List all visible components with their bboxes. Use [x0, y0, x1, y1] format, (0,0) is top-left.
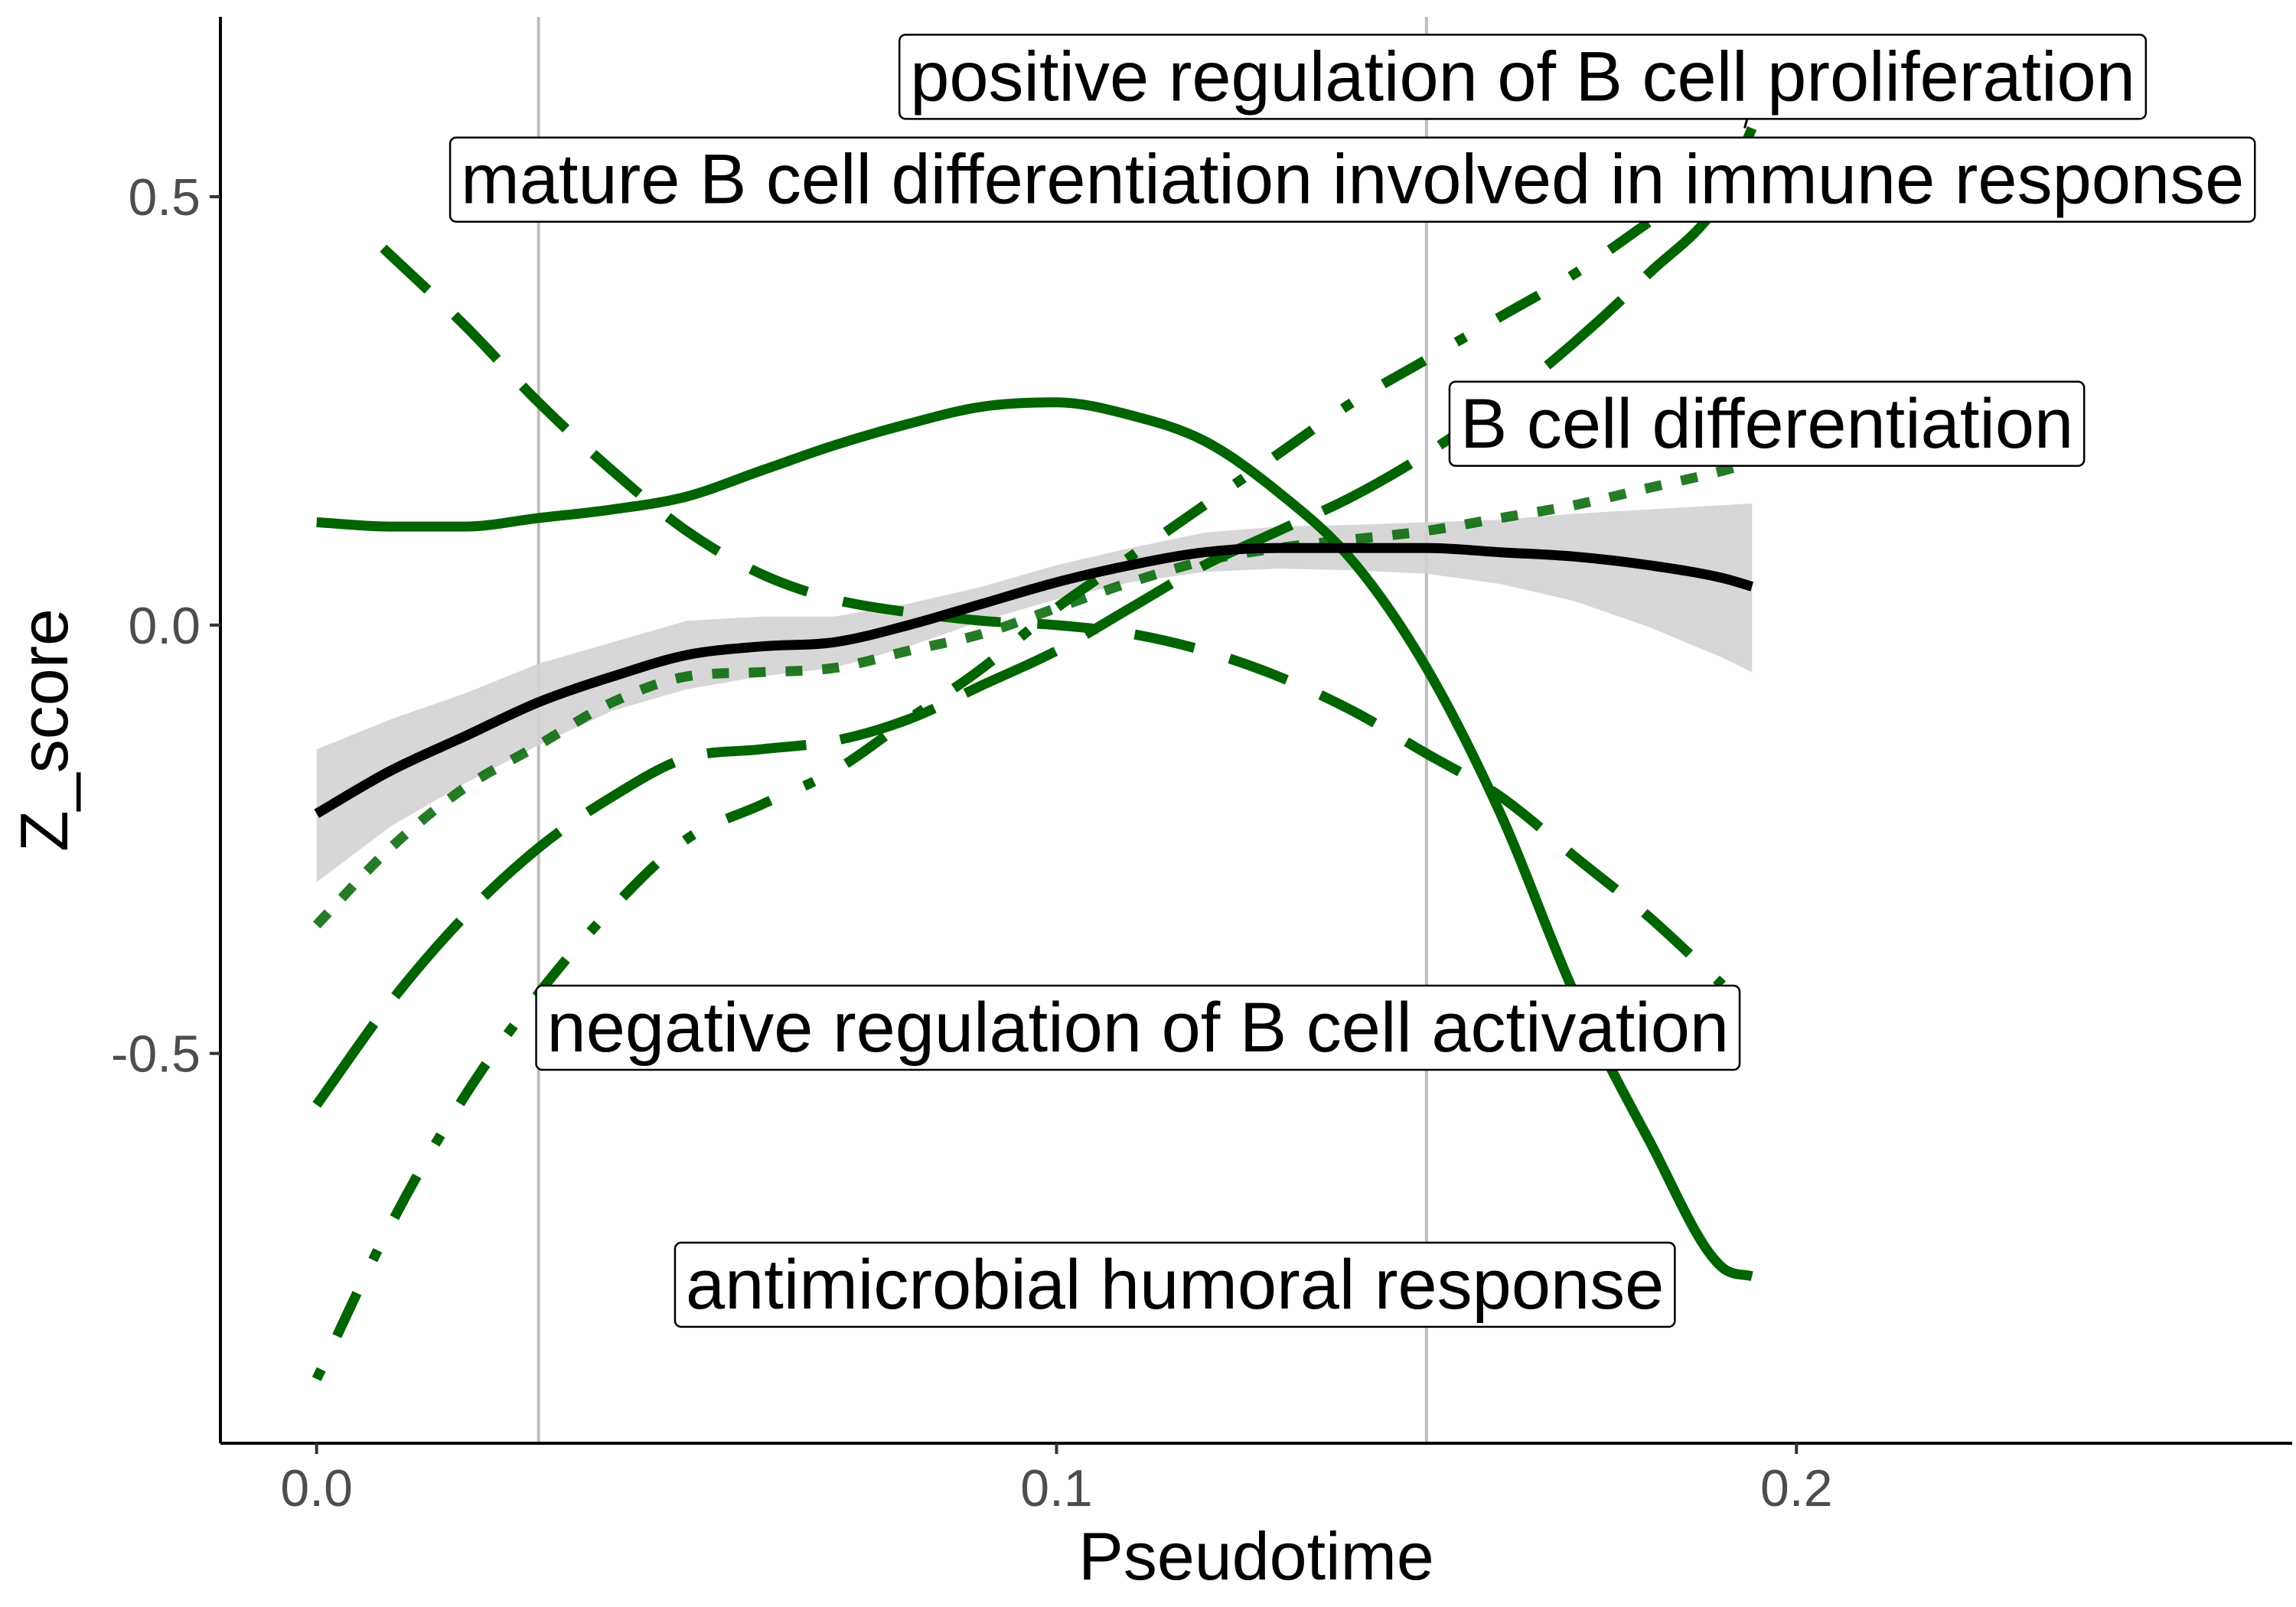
y-tick-label: 0.5 [128, 168, 201, 227]
reference-lines [536, 17, 1428, 1443]
x-tick-label: 0.1 [1020, 1459, 1093, 1517]
annotation: negative regulation of B cell activation [535, 984, 1741, 1071]
y-ticks: -0.5 0.0 0.5 [111, 168, 220, 1084]
annotation: antimicrobial humoral response [673, 1241, 1676, 1328]
annotation-label: antimicrobial humoral response [686, 1246, 1664, 1324]
x-ticks: 0.0 0.1 0.2 [280, 1443, 1833, 1517]
annotation: positive regulation of B cell proliferat… [898, 34, 2148, 129]
y-axis-title: Z_score [6, 608, 82, 852]
annotation: mature B cell differentiation involved i… [448, 136, 2256, 223]
y-tick-label: -0.5 [111, 1025, 201, 1084]
annotation-box [898, 34, 2148, 120]
confidence-band [316, 503, 1753, 882]
axes: 0.0 0.1 0.2 -0.5 0.0 0.5 Pseudotime Z_score [6, 17, 2292, 1594]
annotation-box [673, 1241, 1676, 1328]
annotation-label: positive regulation of B cell proliferat… [910, 37, 2135, 116]
series-line-positive-regulation-of-b-cell-proliferation [312, 125, 1757, 1108]
annotations-layer: positive regulation of B cell proliferat… [448, 34, 2256, 1328]
annotation-label: B cell differentiation [1460, 385, 2073, 463]
x-axis-title: Pseudotime [1078, 1518, 1434, 1594]
annotation-label: mature B cell differentiation involved i… [461, 141, 2244, 219]
mean-line-layer [314, 543, 1754, 818]
y-tick-label: 0.0 [128, 597, 201, 655]
series-layer [311, 125, 1757, 1381]
annotation-box [448, 136, 2256, 223]
annotation-box [535, 984, 1741, 1071]
mean-trend-line [314, 543, 1754, 818]
x-tick-label: 0.2 [1760, 1459, 1833, 1517]
series-line-b-cell-differentiation [313, 457, 1754, 929]
confidence-band-layer [316, 503, 1753, 882]
series-line-negative-regulation-of-b-cell-activation [311, 133, 1756, 1381]
annotation-label: negative regulation of B cell activation [547, 989, 1730, 1067]
annotation-box [1448, 380, 2086, 468]
annotation: B cell differentiation [1448, 380, 2086, 468]
x-tick-label: 0.0 [280, 1459, 353, 1517]
series-line-mature-b-cell-differentiation-involved-in-immune-response [380, 244, 1727, 989]
